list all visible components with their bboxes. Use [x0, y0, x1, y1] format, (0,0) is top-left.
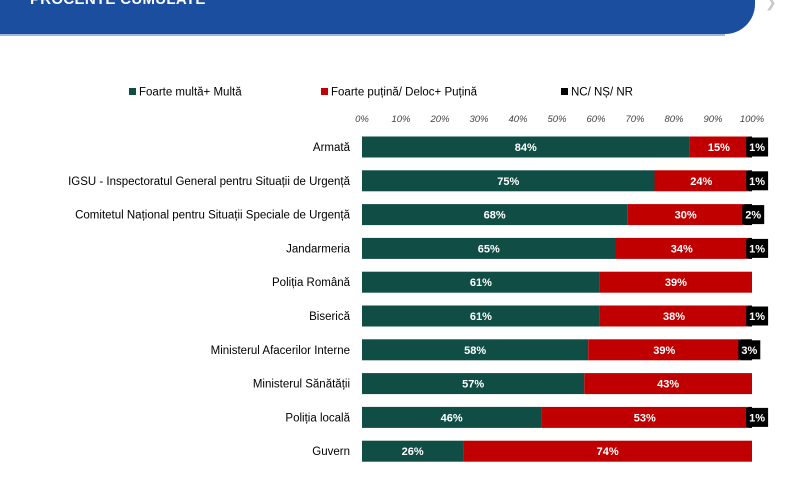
bar-segment [654, 170, 749, 192]
x-tick-label: 30% [469, 114, 489, 125]
value-label: 43% [657, 379, 679, 391]
bar-segment [627, 204, 745, 226]
value-label: 58% [464, 345, 486, 357]
bar-segment [588, 339, 741, 361]
value-label: 53% [634, 412, 656, 424]
bar-segment [362, 204, 628, 226]
header-banner: PROCENTE CUMULATE [0, 0, 755, 34]
value-label: 2% [745, 210, 761, 222]
bar-segment [362, 170, 655, 192]
value-label-box [746, 407, 769, 427]
bar-segment [599, 305, 749, 327]
bar-segment [362, 440, 464, 462]
bar-segment [362, 406, 542, 428]
category-label: Guvern [312, 446, 350, 458]
value-label: 24% [690, 176, 712, 188]
value-label-box [746, 238, 769, 258]
x-tick-label: 80% [664, 114, 684, 125]
value-label: 74% [597, 446, 619, 458]
legend-swatch [321, 88, 328, 95]
value-label-box [742, 205, 765, 225]
value-label: 1% [749, 243, 765, 255]
category-label: Armată [313, 142, 351, 154]
value-label: 1% [749, 142, 765, 154]
value-label: 84% [515, 142, 537, 154]
legend-swatch [129, 88, 136, 95]
legend-label: NC/ NȘ/ NR [571, 87, 633, 99]
value-label: 46% [441, 412, 463, 424]
value-label: 38% [663, 311, 685, 323]
x-tick-label: 90% [703, 114, 723, 125]
value-label: 1% [749, 311, 765, 323]
category-label: Comitetul Național pentru Situații Speci… [75, 210, 350, 222]
legend-swatch [561, 88, 568, 95]
page-title: PROCENTE CUMULATE [30, 0, 206, 8]
value-label: 57% [462, 379, 484, 391]
bar-segment [599, 271, 752, 293]
bar-segment [541, 406, 749, 428]
bar-segment [362, 373, 585, 395]
x-tick-label: 50% [547, 114, 567, 125]
bar-segment [689, 136, 749, 158]
bar-segment [362, 237, 616, 259]
category-label: Ministerul Sănătății [253, 379, 350, 391]
header-underline [0, 34, 725, 36]
corner-icon: ❯ [765, 0, 777, 10]
value-label: 68% [484, 210, 506, 222]
category-label: Poliția Română [272, 277, 351, 289]
value-label-box [746, 137, 769, 157]
x-tick-label: 0% [355, 114, 369, 125]
x-tick-label: 40% [508, 114, 528, 125]
category-label: Jandarmeria [286, 243, 351, 255]
category-label: Biserică [309, 311, 351, 323]
bar-segment [362, 136, 690, 158]
value-label: 75% [497, 176, 519, 188]
value-label-box [738, 340, 761, 360]
x-tick-label: 10% [391, 114, 411, 125]
bar-segment [463, 440, 752, 462]
value-label: 61% [470, 311, 492, 323]
x-tick-label: 20% [429, 114, 450, 125]
value-label-box [746, 306, 769, 326]
value-label: 39% [665, 277, 687, 289]
bar-segment [362, 305, 600, 327]
value-label: 26% [402, 446, 424, 458]
legend-label: Foarte multă+ Multă [139, 87, 242, 99]
category-label: Ministerul Afacerilor Interne [211, 345, 350, 357]
bar-segment [584, 373, 752, 395]
value-label: 1% [749, 412, 765, 424]
value-label-box [746, 171, 769, 191]
x-tick-label: 70% [625, 114, 645, 125]
x-tick-label: 100% [740, 114, 765, 125]
value-label: 65% [478, 243, 500, 255]
value-label: 1% [749, 176, 765, 188]
category-label: IGSU - Inspectoratul General pentru Situ… [68, 176, 351, 188]
x-tick-label: 60% [586, 114, 606, 125]
value-label: 61% [470, 277, 492, 289]
legend-label: Foarte puțină/ Deloc+ Puțină [331, 87, 478, 99]
category-label: Poliția locală [285, 412, 350, 424]
value-label: 3% [741, 345, 757, 357]
bar-segment [362, 271, 600, 293]
value-label: 30% [675, 210, 697, 222]
bar-segment [615, 237, 749, 259]
value-label: 39% [653, 345, 675, 357]
value-label: 15% [708, 142, 730, 154]
bar-segment [362, 339, 589, 361]
value-label: 34% [671, 243, 693, 255]
